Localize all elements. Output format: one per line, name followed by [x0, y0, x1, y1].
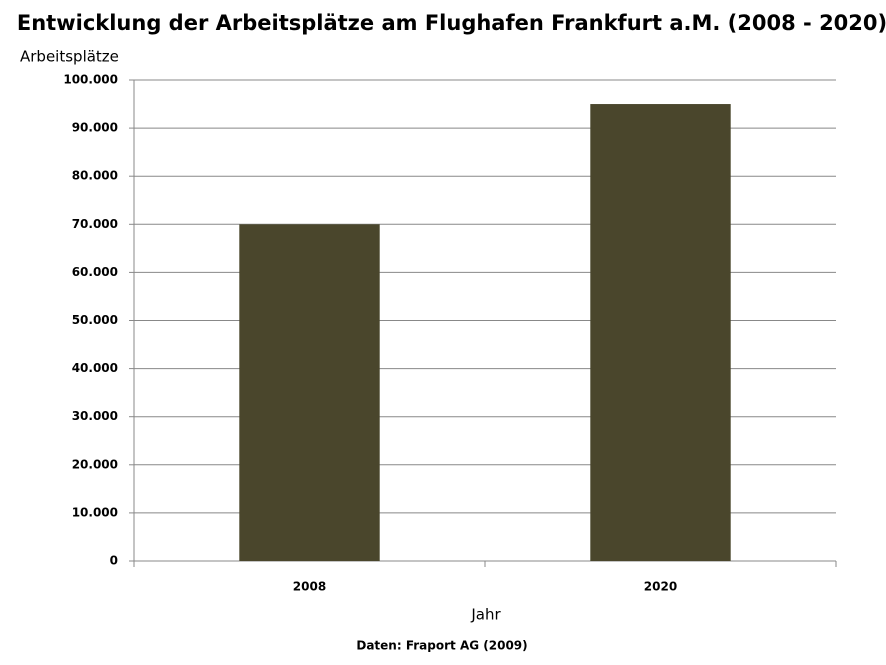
bar: [239, 224, 380, 562]
y-tick-label: 0: [110, 554, 118, 568]
y-tick-label: 20.000: [72, 457, 118, 471]
y-tick-label: 50.000: [72, 313, 118, 327]
y-tick-label: 70.000: [72, 217, 118, 231]
y-tick-label: 100.000: [63, 73, 118, 87]
x-axis-label: Jahr: [470, 606, 501, 624]
x-tick-label: 2008: [293, 580, 326, 594]
bar: [590, 104, 731, 562]
y-tick-label: 40.000: [72, 361, 118, 375]
x-tick-label: 2020: [644, 580, 677, 594]
y-tick-label: 90.000: [72, 121, 118, 135]
y-tick-label: 10.000: [72, 505, 118, 519]
y-tick-label: 30.000: [72, 409, 118, 423]
chart-title: Entwicklung der Arbeitsplätze am Flughaf…: [17, 11, 886, 35]
y-tick-label: 60.000: [72, 265, 118, 279]
y-tick-label: 80.000: [72, 169, 118, 183]
y-axis-label: Arbeitsplätze: [20, 48, 119, 66]
source-note: Daten: Fraport AG (2009): [356, 639, 527, 653]
